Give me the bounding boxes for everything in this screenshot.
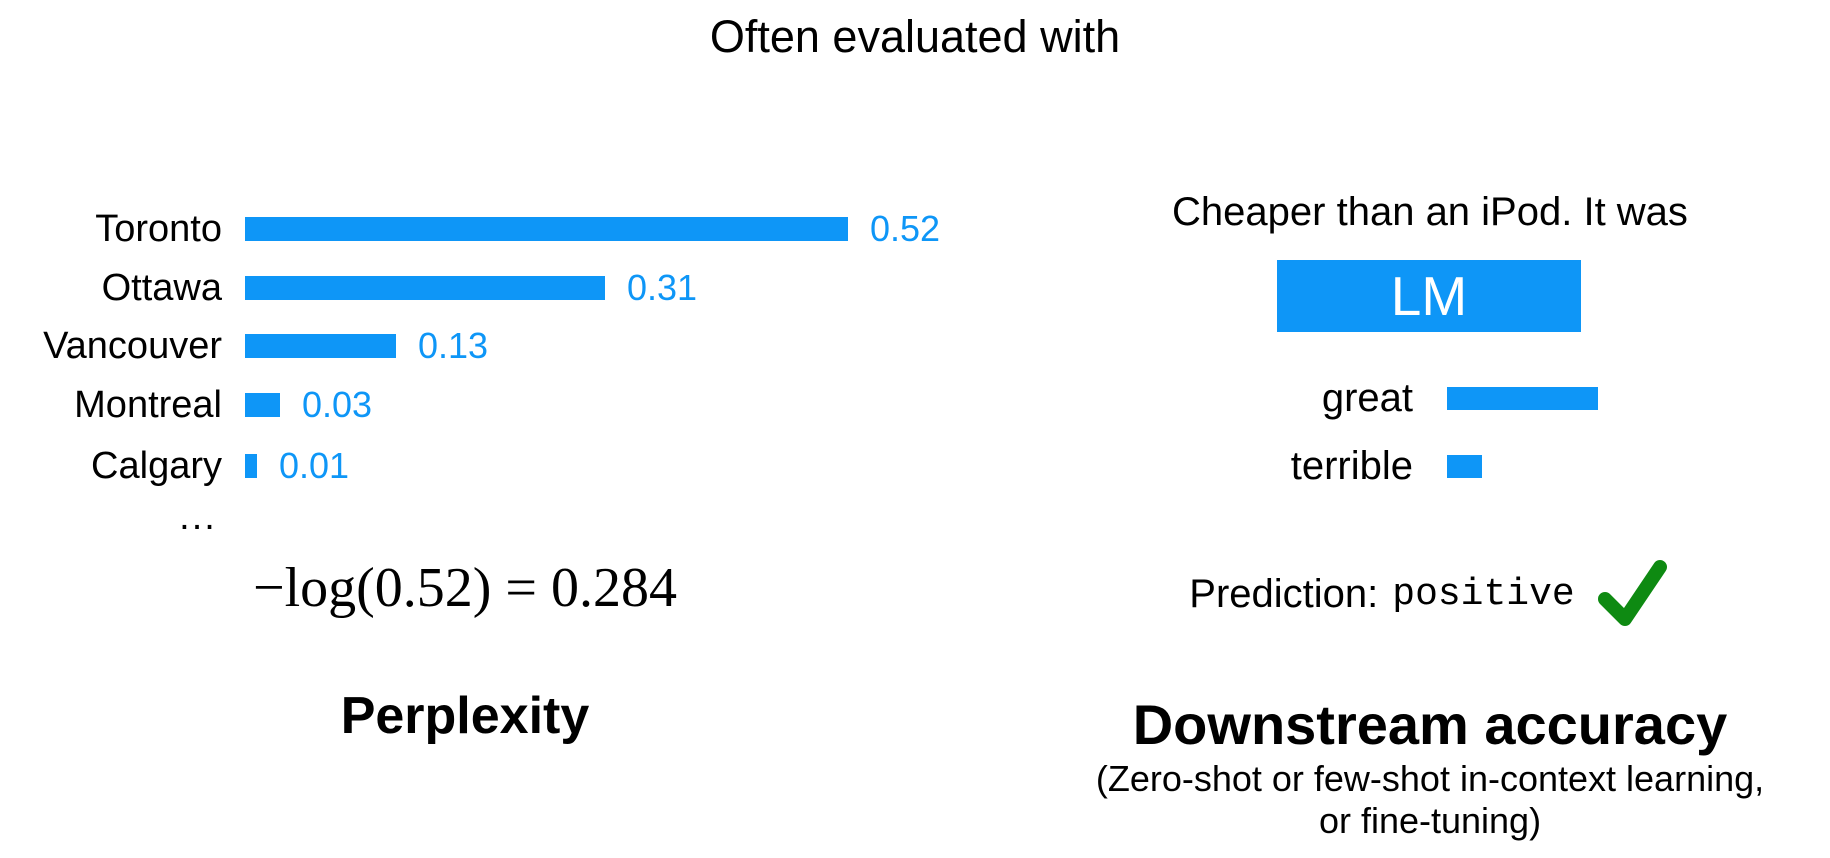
output-bar — [1447, 454, 1482, 478]
bar — [245, 217, 848, 241]
output-row-terrible: terrible — [1040, 442, 1482, 490]
chart-row-ottawa: Ottawa 0.31 — [0, 264, 697, 312]
bar — [245, 334, 396, 358]
output-label: great — [1321, 375, 1413, 420]
chart-row-calgary: Calgary 0.01 — [0, 442, 349, 490]
output-bar — [1447, 386, 1598, 410]
perplexity-formula: −log(0.52) = 0.284 — [252, 557, 678, 619]
downstream-subheading-line1: (Zero-shot or few-shot in-context learni… — [1095, 758, 1765, 799]
bar — [245, 454, 257, 478]
bar-value: 0.01 — [279, 445, 350, 486]
bar-value: 0.31 — [627, 267, 698, 308]
bar — [245, 393, 280, 417]
chart-row-montreal: Montreal 0.03 — [0, 381, 372, 429]
bar-label: Toronto — [95, 207, 222, 250]
bar-value: 0.52 — [870, 208, 941, 249]
prediction-line: Prediction: positive — [1040, 556, 1820, 632]
bar — [245, 276, 605, 300]
prediction-prefix: Prediction: — [1189, 571, 1379, 616]
bar-label: Calgary — [91, 444, 222, 487]
chart-truncation-ellipsis: ... — [179, 496, 217, 538]
bar-label: Vancouver — [43, 324, 222, 367]
downstream-subheading-line2: or fine-tuning) — [1318, 800, 1542, 841]
lm-label: LM — [1390, 264, 1468, 327]
chart-row-vancouver: Vancouver 0.13 — [0, 322, 488, 370]
perplexity-heading: Perplexity — [340, 687, 590, 745]
slide-title: Often evaluated with — [709, 11, 1121, 62]
downstream-heading: Downstream accuracy — [1132, 693, 1728, 756]
prediction-value: positive — [1392, 572, 1575, 616]
lm-box: LM — [1277, 260, 1581, 332]
bar-label: Montreal — [74, 383, 222, 426]
bar-value: 0.13 — [418, 325, 489, 366]
bar-label: Ottawa — [101, 266, 222, 309]
bar-value: 0.03 — [302, 384, 373, 425]
prompt-text: Cheaper than an iPod. It was — [1172, 190, 1688, 234]
output-label: terrible — [1290, 443, 1413, 488]
output-row-great: great — [1040, 374, 1598, 422]
checkmark-icon — [1597, 560, 1667, 626]
chart-row-toronto: Toronto 0.52 — [0, 205, 940, 253]
